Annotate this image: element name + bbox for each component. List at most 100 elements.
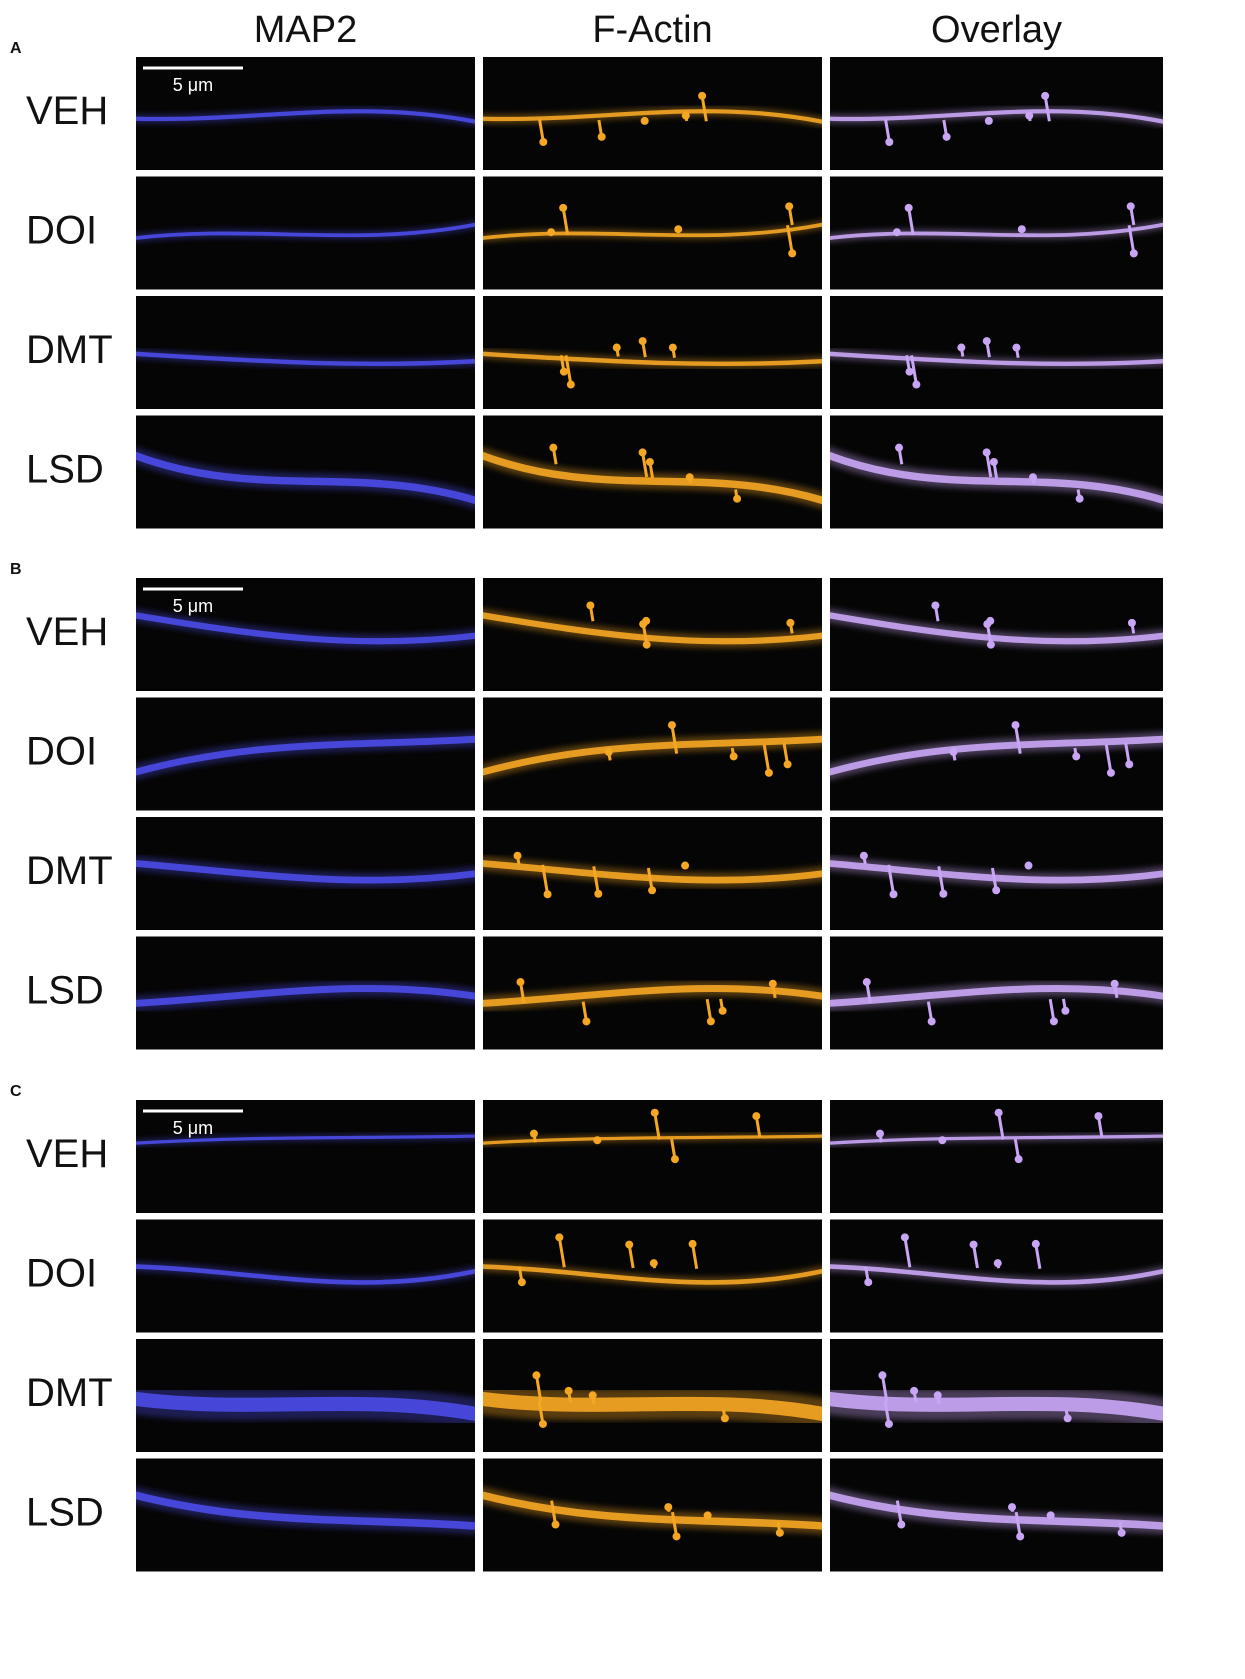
micrograph <box>483 57 822 170</box>
spine <box>670 724 679 754</box>
spine-head <box>989 457 998 466</box>
micrograph <box>483 176 822 290</box>
spine-head <box>638 448 647 457</box>
micrograph <box>136 1100 475 1213</box>
spine-head <box>892 228 901 237</box>
spine-head <box>547 228 556 237</box>
row-label: VEH <box>26 610 108 654</box>
dendrite <box>136 985 475 1007</box>
micrograph <box>830 1339 1163 1452</box>
row-label: DOI <box>26 730 97 774</box>
spine-head <box>698 91 707 100</box>
row-label: DMT <box>26 328 113 372</box>
scale-bar-label: 5 μm <box>173 75 213 95</box>
spine-head <box>885 138 894 147</box>
row-label: LSD <box>26 1491 104 1535</box>
spine-head <box>982 448 991 457</box>
spine-head <box>1117 1528 1126 1537</box>
spine-head <box>667 721 676 730</box>
spine <box>691 1243 699 1269</box>
spine-head <box>733 494 742 503</box>
spine-head <box>785 202 794 211</box>
spine-head <box>539 138 548 147</box>
spine-head <box>594 889 603 898</box>
spine-head <box>604 747 613 756</box>
dendrite-group <box>483 721 822 780</box>
micrograph <box>483 697 822 811</box>
dendrite <box>483 735 822 776</box>
panel-label: C <box>10 1083 22 1100</box>
spine-head <box>897 1520 906 1529</box>
spine-head <box>1011 721 1020 730</box>
spine-head <box>1028 473 1037 482</box>
micrograph <box>483 817 822 930</box>
spine-head <box>994 1108 1003 1117</box>
micrograph <box>136 936 475 1050</box>
micrograph <box>136 415 475 529</box>
dendrite-group <box>483 1371 822 1430</box>
spine <box>700 95 708 122</box>
spine <box>592 866 600 894</box>
spine <box>895 1500 903 1525</box>
micrograph <box>136 817 475 930</box>
dendrite-group <box>483 1108 822 1164</box>
spine-head <box>681 861 690 870</box>
micrograph <box>830 578 1163 691</box>
spine-head <box>875 1129 884 1138</box>
dendrite-group <box>136 608 475 649</box>
dendrite-group <box>830 721 1163 780</box>
spine-head <box>986 616 995 625</box>
micrograph <box>830 1458 1163 1572</box>
dendrite <box>136 1491 475 1530</box>
dendrite <box>136 109 475 124</box>
spine <box>937 866 945 894</box>
spine-head <box>649 1259 658 1268</box>
spine-head <box>642 640 651 649</box>
column-header: F-Actin <box>592 9 712 51</box>
spine-head <box>938 1136 947 1145</box>
spine-head <box>1025 111 1034 120</box>
dendrite <box>830 612 1163 645</box>
panel-label: B <box>10 561 22 578</box>
dendrite <box>830 109 1163 124</box>
spine-head <box>648 886 657 895</box>
dendrite-group <box>830 1108 1163 1164</box>
row-label: VEH <box>26 89 108 133</box>
dendrite <box>483 1264 822 1285</box>
spine-head <box>1063 1414 1072 1423</box>
row-label: DMT <box>26 1371 113 1415</box>
spine-head <box>559 367 568 376</box>
spine-head <box>1031 1239 1040 1248</box>
spine-head <box>986 640 995 649</box>
dendrite-group <box>136 447 475 509</box>
dendrite-group <box>830 1486 1163 1541</box>
dendrite-group <box>136 106 475 127</box>
spine-head <box>703 1511 712 1520</box>
spine-head <box>1072 752 1081 761</box>
micrograph <box>830 936 1163 1050</box>
micrograph <box>136 57 475 170</box>
spine <box>541 864 550 895</box>
column-header: Overlay <box>931 9 1062 51</box>
spine-head <box>555 1233 564 1242</box>
spine <box>557 1237 566 1268</box>
spine <box>907 207 915 236</box>
spine-head <box>612 343 621 352</box>
dendrite-group <box>830 337 1163 389</box>
micrograph <box>483 296 822 409</box>
spine <box>1127 224 1136 254</box>
spine-head <box>1049 1017 1058 1026</box>
dendrite <box>830 1264 1163 1285</box>
dendrite <box>136 612 475 645</box>
row-label: LSD <box>26 448 104 492</box>
spine-head <box>640 116 649 125</box>
dendrite-group <box>136 220 475 243</box>
spine-head <box>1061 1006 1070 1015</box>
dendrite-group <box>483 601 822 649</box>
dendrite <box>136 451 475 505</box>
spine-head <box>862 978 871 987</box>
spine-head <box>1016 1532 1025 1541</box>
spine-head <box>1125 760 1134 769</box>
spine-head <box>1129 249 1138 258</box>
